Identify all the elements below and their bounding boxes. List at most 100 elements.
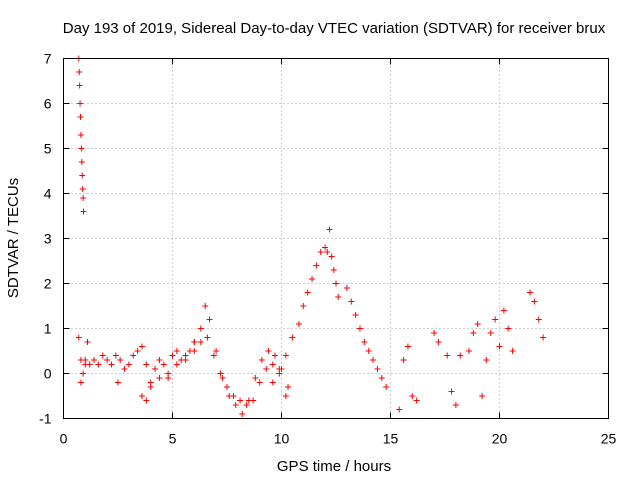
y-tick-label: 0 xyxy=(44,366,52,382)
data-point xyxy=(213,348,220,354)
data-point xyxy=(169,352,176,359)
data-point xyxy=(78,159,85,165)
data-point xyxy=(125,361,132,368)
axis-ticks: 0 5 10 15 20 25 -1 0 1 2 3 4 5 6 7 xyxy=(39,51,616,447)
y-axis-label: SDTVAR / TECUs xyxy=(5,178,22,298)
y-tick-label: 1 xyxy=(44,321,52,337)
data-point xyxy=(269,361,276,368)
data-point xyxy=(457,352,464,359)
series-rise xyxy=(269,226,342,386)
data-point xyxy=(505,325,512,332)
data-point xyxy=(309,276,316,282)
data-point xyxy=(76,82,83,89)
data-point xyxy=(409,393,416,399)
data-point xyxy=(115,379,121,386)
data-point xyxy=(348,298,355,305)
data-point xyxy=(243,402,250,408)
x-axis-label: GPS time / hours xyxy=(277,458,391,475)
data-point xyxy=(328,253,335,260)
data-point xyxy=(378,375,385,381)
data-point xyxy=(91,357,98,363)
y-tick-label: 2 xyxy=(44,276,52,292)
data-point xyxy=(173,361,180,368)
data-point xyxy=(210,352,217,359)
y-tick-label: 5 xyxy=(44,141,52,157)
data-point xyxy=(204,334,211,341)
data-point xyxy=(452,402,459,408)
data-point xyxy=(191,339,198,345)
y-tick-label: 4 xyxy=(44,186,52,202)
y-tick-label: 3 xyxy=(44,231,52,247)
data-point xyxy=(295,321,302,327)
data-point xyxy=(84,339,91,345)
data-point xyxy=(239,411,246,417)
series-late xyxy=(396,289,547,413)
data-point xyxy=(333,280,339,287)
data-point xyxy=(263,366,270,372)
data-point xyxy=(152,366,159,372)
data-point xyxy=(156,357,163,363)
series-arc-1 xyxy=(191,303,292,417)
data-point xyxy=(365,348,372,354)
data-point xyxy=(232,402,239,408)
data-point xyxy=(396,406,403,413)
data-point xyxy=(479,393,486,399)
data-point xyxy=(147,384,154,390)
data-point xyxy=(540,334,547,341)
data-point xyxy=(289,334,296,341)
data-point xyxy=(138,393,145,399)
x-tick-label: 15 xyxy=(383,431,399,447)
data-point xyxy=(413,397,420,404)
data-point xyxy=(492,316,499,323)
data-point xyxy=(143,397,150,404)
data-point xyxy=(143,361,150,368)
series-early xyxy=(75,334,198,386)
data-point xyxy=(80,370,87,377)
data-point xyxy=(374,366,381,372)
data-point xyxy=(80,195,87,201)
data-point xyxy=(282,393,289,399)
data-point xyxy=(99,352,106,359)
data-point xyxy=(121,366,128,372)
data-point xyxy=(77,100,84,107)
y-tick-label: 7 xyxy=(44,51,52,67)
data-point xyxy=(104,357,111,363)
data-point xyxy=(271,352,278,359)
x-tick-label: 20 xyxy=(492,431,508,447)
data-point xyxy=(444,352,451,359)
data-point xyxy=(130,352,137,359)
data-point xyxy=(300,303,307,309)
data-point xyxy=(258,357,265,363)
data-point xyxy=(237,397,244,404)
data-point xyxy=(324,249,331,255)
chart-title: Day 193 of 2019, Sidereal Day-to-day VTE… xyxy=(63,20,606,37)
data-point xyxy=(82,361,89,368)
data-point xyxy=(252,375,259,381)
data-point xyxy=(95,361,102,368)
data-point xyxy=(160,361,167,368)
series-early-lower xyxy=(77,357,189,404)
x-tick-label: 5 xyxy=(169,431,177,447)
data-point xyxy=(343,285,350,291)
data-point xyxy=(285,384,292,390)
data-point xyxy=(269,379,276,386)
data-point xyxy=(400,357,407,363)
plot-frame xyxy=(63,58,609,419)
data-point xyxy=(112,352,119,359)
data-point xyxy=(383,384,390,390)
data-point xyxy=(483,357,490,363)
data-point xyxy=(191,348,198,354)
data-point xyxy=(474,321,481,327)
data-point xyxy=(435,339,442,345)
data-point xyxy=(250,397,257,404)
data-point xyxy=(465,348,472,354)
data-point xyxy=(265,348,272,354)
data-point xyxy=(108,361,115,368)
data-point xyxy=(496,343,503,350)
data-point xyxy=(80,208,87,215)
data-point xyxy=(77,132,84,138)
y-tick-label: 6 xyxy=(44,96,52,112)
x-tick-label: 10 xyxy=(274,431,290,447)
data-point xyxy=(370,357,377,363)
